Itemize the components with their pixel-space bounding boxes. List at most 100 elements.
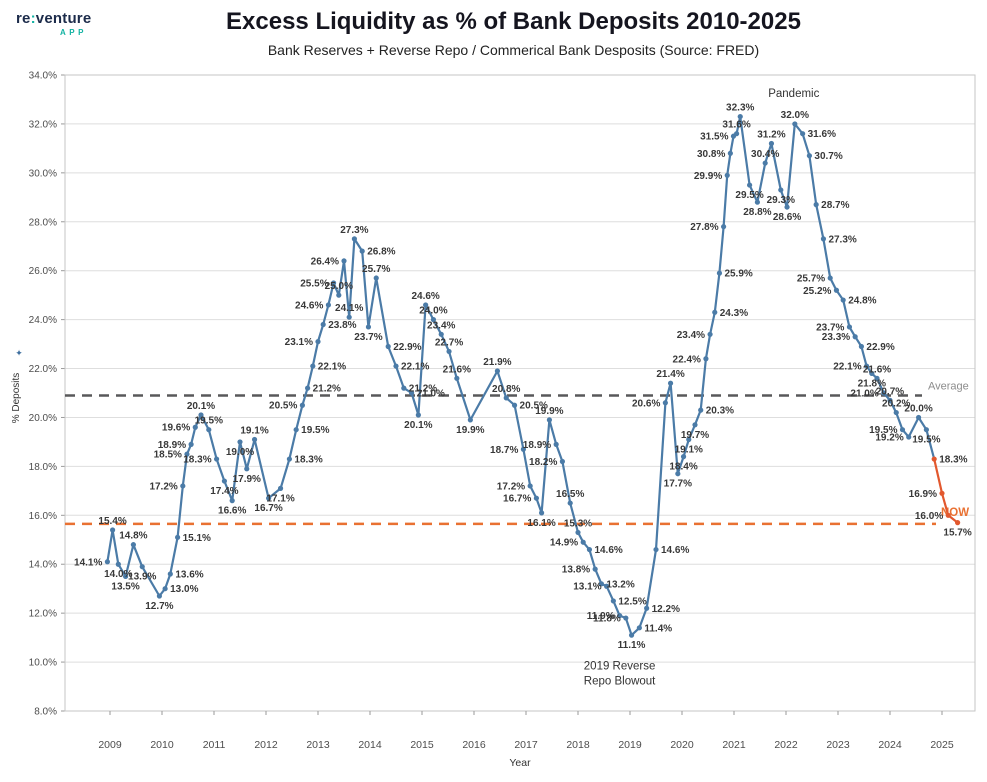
data-point[interactable]	[644, 605, 650, 611]
data-point[interactable]	[167, 571, 173, 577]
data-point[interactable]	[721, 224, 727, 230]
data-point[interactable]	[840, 297, 846, 303]
data-point[interactable]	[604, 583, 610, 589]
data-point[interactable]	[628, 632, 635, 638]
data-point[interactable]	[955, 520, 961, 526]
data-point[interactable]	[939, 490, 945, 496]
data-point[interactable]	[310, 363, 316, 369]
data-point[interactable]	[401, 385, 407, 391]
data-point[interactable]	[188, 441, 194, 447]
data-point[interactable]	[331, 280, 337, 286]
data-point[interactable]	[192, 424, 198, 430]
data-point[interactable]	[299, 402, 305, 408]
data-point[interactable]	[415, 412, 421, 418]
data-point[interactable]	[716, 270, 723, 276]
data-point[interactable]	[351, 236, 357, 242]
data-point[interactable]	[858, 343, 865, 350]
data-point[interactable]	[703, 356, 709, 362]
data-point[interactable]	[653, 546, 659, 553]
data-point[interactable]	[503, 395, 509, 401]
data-point[interactable]	[423, 302, 429, 308]
data-point[interactable]	[494, 368, 500, 374]
data-point[interactable]	[320, 321, 326, 328]
data-point[interactable]	[747, 182, 753, 188]
data-point[interactable]	[734, 131, 740, 137]
data-point[interactable]	[813, 202, 819, 208]
data-point[interactable]	[662, 400, 668, 406]
data-point[interactable]	[110, 527, 116, 533]
data-point[interactable]	[520, 446, 527, 452]
data-point[interactable]	[598, 581, 605, 587]
data-point[interactable]	[707, 331, 713, 337]
data-point[interactable]	[385, 343, 391, 350]
data-point[interactable]	[206, 427, 212, 433]
data-point[interactable]	[846, 324, 853, 330]
data-point[interactable]	[675, 471, 681, 477]
data-point[interactable]	[567, 500, 573, 506]
data-point[interactable]	[893, 409, 899, 416]
data-point[interactable]	[778, 187, 784, 193]
data-point[interactable]	[754, 199, 761, 205]
data-point[interactable]	[115, 561, 121, 567]
data-point[interactable]	[251, 436, 258, 443]
data-point[interactable]	[553, 441, 559, 447]
data-point[interactable]	[533, 495, 540, 501]
data-point[interactable]	[229, 498, 235, 504]
data-point[interactable]	[887, 397, 893, 403]
data-point[interactable]	[686, 436, 692, 443]
data-point[interactable]	[864, 363, 870, 369]
data-point[interactable]	[162, 586, 168, 592]
data-point[interactable]	[692, 422, 698, 428]
data-point[interactable]	[800, 131, 806, 137]
data-point[interactable]	[214, 456, 220, 462]
data-point[interactable]	[680, 454, 687, 460]
data-point[interactable]	[737, 113, 743, 120]
data-point[interactable]	[104, 559, 110, 565]
data-point[interactable]	[899, 427, 906, 433]
data-point[interactable]	[768, 140, 775, 147]
data-point[interactable]	[130, 542, 136, 548]
data-point[interactable]	[359, 248, 365, 254]
data-point[interactable]	[636, 625, 642, 631]
data-point[interactable]	[575, 529, 581, 536]
data-point[interactable]	[467, 417, 473, 423]
data-point[interactable]	[409, 390, 415, 396]
data-point[interactable]	[667, 380, 674, 386]
data-point[interactable]	[175, 534, 181, 540]
data-point[interactable]	[698, 407, 704, 413]
data-point[interactable]	[820, 236, 827, 242]
data-point[interactable]	[580, 539, 586, 545]
data-point[interactable]	[266, 495, 272, 501]
data-point[interactable]	[156, 593, 162, 599]
data-point[interactable]	[762, 160, 768, 166]
data-point[interactable]	[454, 375, 460, 381]
data-point[interactable]	[792, 121, 798, 127]
data-point[interactable]	[277, 485, 284, 491]
data-point[interactable]	[724, 172, 730, 178]
data-point[interactable]	[198, 412, 204, 418]
data-point[interactable]	[806, 153, 813, 159]
data-point[interactable]	[341, 258, 347, 264]
data-point[interactable]	[237, 439, 243, 445]
data-point[interactable]	[592, 566, 598, 572]
data-point[interactable]	[305, 385, 311, 391]
data-point[interactable]	[325, 302, 331, 308]
data-point[interactable]	[336, 292, 342, 298]
data-point[interactable]	[852, 334, 858, 340]
data-point[interactable]	[833, 287, 840, 293]
data-point[interactable]	[511, 402, 518, 408]
data-point[interactable]	[221, 478, 227, 484]
data-point[interactable]	[365, 324, 372, 330]
data-point[interactable]	[430, 317, 437, 323]
data-point[interactable]	[784, 204, 790, 210]
data-point[interactable]	[244, 466, 250, 472]
data-point[interactable]	[931, 456, 937, 462]
data-point[interactable]	[286, 456, 292, 462]
data-point[interactable]	[617, 613, 623, 619]
data-point[interactable]	[916, 414, 922, 421]
data-point[interactable]	[346, 314, 352, 320]
data-point[interactable]	[446, 348, 452, 355]
data-point[interactable]	[827, 275, 833, 281]
data-point[interactable]	[539, 510, 545, 516]
reventure-logo[interactable]: re:venture APP	[16, 10, 91, 37]
